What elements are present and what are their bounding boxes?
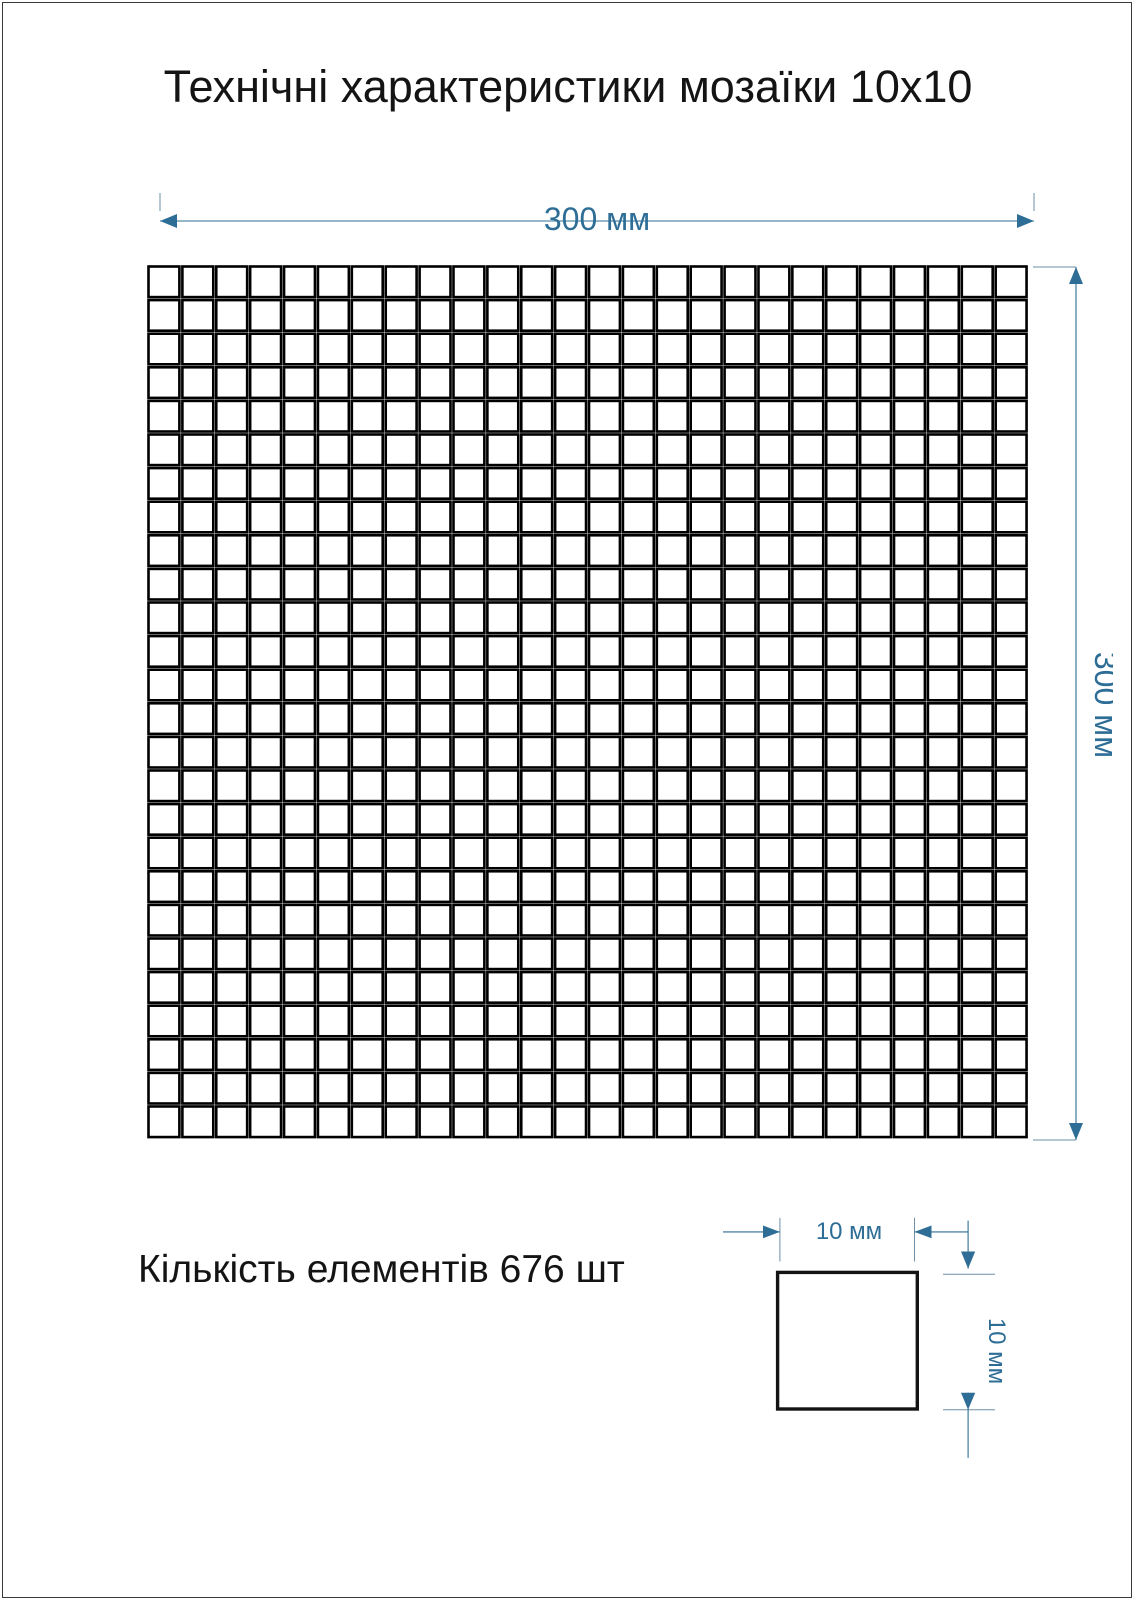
svg-text:300 мм: 300 мм: [1088, 652, 1113, 758]
svg-text:10 мм: 10 мм: [816, 1218, 882, 1245]
svg-text:10 мм: 10 мм: [983, 1318, 1010, 1384]
svg-text:300 мм: 300 мм: [544, 201, 650, 237]
